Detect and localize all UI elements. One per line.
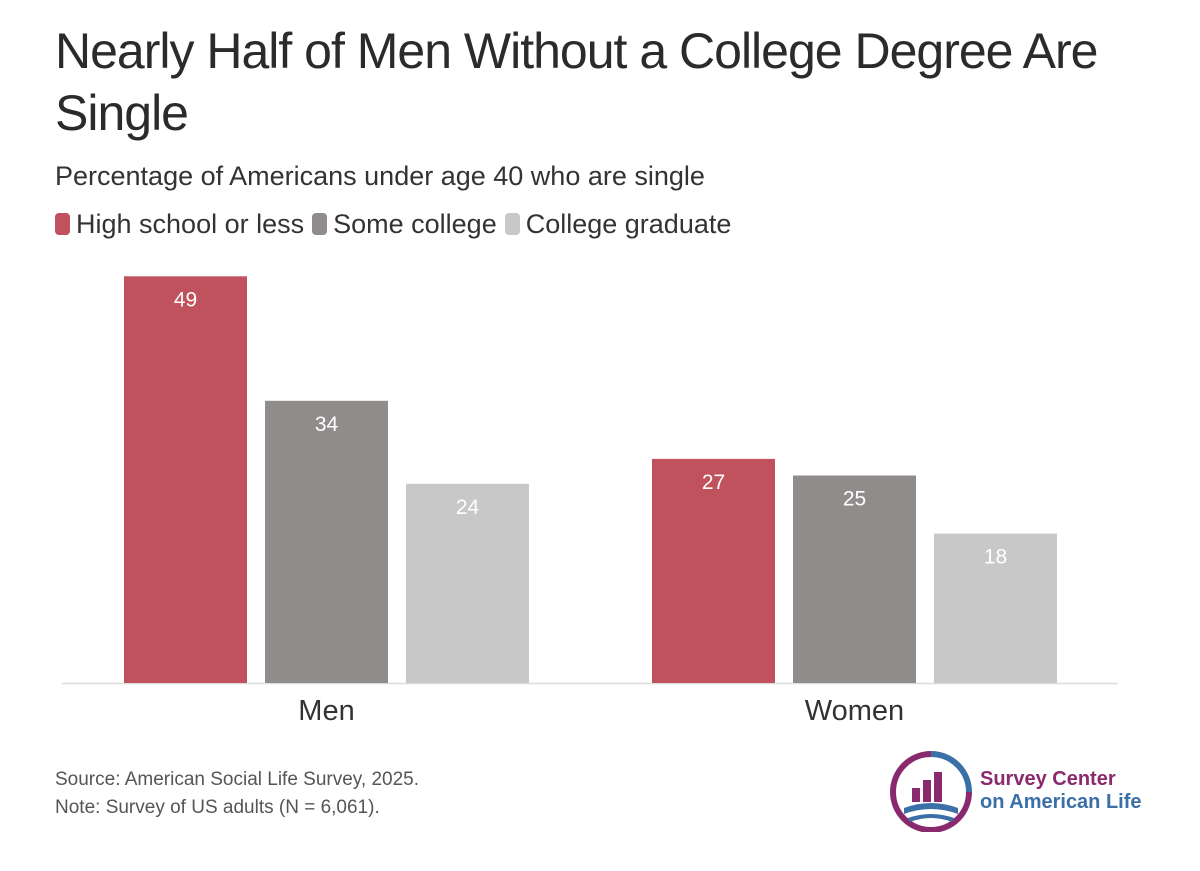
data-label: 25 — [843, 488, 866, 511]
category-label-women: Women — [805, 695, 904, 727]
bar-women-college-graduate — [934, 533, 1057, 683]
logo-text: Survey Center on American Life — [980, 768, 1142, 814]
legend-swatch — [312, 213, 328, 235]
data-label: 24 — [456, 496, 480, 519]
bar-men-high-school-or-less — [124, 276, 247, 683]
legend-label: Some college — [333, 208, 497, 239]
source-note: Source: American Social Life Survey, 202… — [55, 769, 420, 790]
legend-label: High school or less — [76, 208, 305, 239]
bar-women-high-school-or-less — [652, 458, 775, 683]
data-label: 34 — [315, 413, 339, 436]
legend-item-college-graduate: College graduate — [504, 208, 732, 240]
bar-men-some-college — [265, 400, 388, 683]
bar-women-some-college — [793, 475, 916, 683]
sample-note: Note: Survey of US adults (N = 6,061). — [55, 797, 380, 818]
chart-title: Nearly Half of Men Without a College Deg… — [55, 23, 1098, 141]
bar-men-college-graduate — [406, 483, 529, 683]
bar-chart: 49 34 24 Men 27 25 18 Women — [62, 276, 1118, 727]
legend-item-some-college: Some college — [312, 209, 497, 240]
data-label: 18 — [984, 546, 1007, 569]
legend: High school or less Some college College… — [55, 206, 739, 242]
legend-swatch — [55, 213, 70, 235]
category-label-men: Men — [298, 695, 354, 727]
logo-line2: on American Life — [980, 791, 1142, 813]
legend-swatch — [504, 213, 520, 235]
footer: Source: American Social Life Survey, 202… — [55, 766, 419, 822]
chart-subtitle: Percentage of Americans under age 40 who… — [55, 161, 705, 191]
legend-item-high-school: High school or less — [55, 209, 304, 240]
legend-label: College graduate — [525, 208, 732, 239]
survey-center-logo: Survey Center on American Life — [888, 750, 1142, 833]
logo-line1: Survey Center — [980, 768, 1116, 790]
data-label: 49 — [174, 288, 197, 311]
logo-emblem-icon — [890, 751, 972, 833]
data-label: 27 — [702, 471, 725, 494]
